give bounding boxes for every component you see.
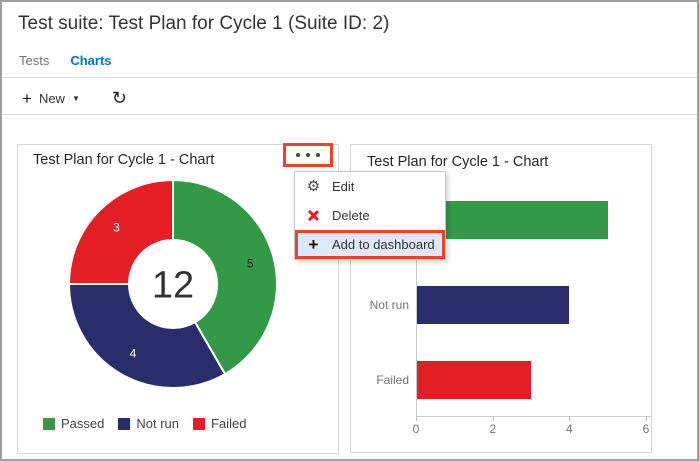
chart-context-menu-button[interactable] <box>293 153 323 157</box>
legend-label: Failed <box>211 416 247 431</box>
delete-x-icon <box>305 209 322 222</box>
tab-bar: Tests Charts <box>19 53 112 68</box>
tab-tests[interactable]: Tests <box>19 53 50 68</box>
donut-center-total: 12 <box>152 264 194 306</box>
x-axis-tick-label: 4 <box>565 422 573 436</box>
new-button-label: New <box>38 90 65 106</box>
failed-color-swatch <box>193 417 206 430</box>
chart-context-menu: ⚙ Edit Delete + Add to dashboard <box>294 171 446 260</box>
x-axis-line <box>416 416 652 417</box>
menu-item-delete[interactable]: Delete <box>295 201 445 230</box>
slice-value-label: 5 <box>247 256 254 270</box>
x-axis-tickmark <box>416 416 417 421</box>
x-axis-tick-label: 6 <box>642 422 650 436</box>
x-axis-tick-label: 2 <box>489 422 496 436</box>
bar-category-label-failed: Failed <box>376 373 409 387</box>
slice-value-label: 4 <box>130 346 137 360</box>
menu-item-label: Add to dashboard <box>332 237 435 252</box>
toolbar-divider <box>2 114 697 115</box>
donut-slice-not-run <box>67 283 227 389</box>
not-run-color-swatch <box>118 417 131 430</box>
chart-legend: Passed Not run Failed <box>43 416 246 431</box>
ellipsis-dot <box>306 153 310 157</box>
legend-label: Not run <box>136 416 180 431</box>
ellipsis-dot <box>296 153 300 157</box>
x-axis-tickmark <box>569 416 571 421</box>
x-axis-tickmark <box>492 416 494 421</box>
ellipsis-dot <box>316 153 320 157</box>
bar-category-label-not-run: Not run <box>369 298 409 312</box>
donut-slice-failed <box>67 178 174 285</box>
tab-charts[interactable]: Charts <box>70 53 112 68</box>
donut-chart-card: Test Plan for Cycle 1 - Chart 5 4 3 12 Pass… <box>17 143 339 454</box>
x-axis-tick-label: 0 <box>412 422 420 436</box>
y-axis-line <box>416 181 417 416</box>
menu-item-edit[interactable]: ⚙ Edit <box>295 172 445 201</box>
refresh-button[interactable]: ↻ <box>111 88 127 108</box>
passed-color-swatch <box>43 417 55 430</box>
bar-failed <box>417 361 531 399</box>
legend-item-not-run: Not run <box>118 416 179 431</box>
bar-not-run <box>417 286 570 324</box>
annotation-box-context-menu-button <box>283 143 333 167</box>
new-chart-button[interactable]: + New ▼ <box>22 90 80 107</box>
chevron-down-icon: ▼ <box>71 93 80 103</box>
legend-label: Passed <box>61 416 105 431</box>
menu-item-label: Delete <box>332 208 370 223</box>
donut-chart: 5 4 3 12 <box>67 178 278 389</box>
plus-icon: + <box>22 88 32 108</box>
menu-item-add-to-dashboard[interactable]: + Add to dashboard <box>295 230 445 259</box>
menu-item-label: Edit <box>332 179 355 194</box>
donut-card-title: Test Plan for Cycle 1 - Chart <box>33 152 215 168</box>
legend-item-failed: Failed <box>193 416 246 431</box>
slice-value-label: 3 <box>113 221 120 235</box>
bar-passed <box>417 201 608 239</box>
legend-item-passed: Passed <box>43 416 104 431</box>
plus-icon: + <box>308 235 319 254</box>
tabbar-divider <box>2 77 697 78</box>
gear-icon: ⚙ <box>306 178 321 195</box>
toolbar: + New ▼ ↻ <box>22 84 127 112</box>
bar-card-title: Test Plan for Cycle 1 - Chart <box>367 154 549 170</box>
donut-slice-passed <box>172 178 278 376</box>
x-axis-tickmark <box>645 416 647 421</box>
page-title: Test suite: Test Plan for Cycle 1 (Suite… <box>18 13 390 34</box>
